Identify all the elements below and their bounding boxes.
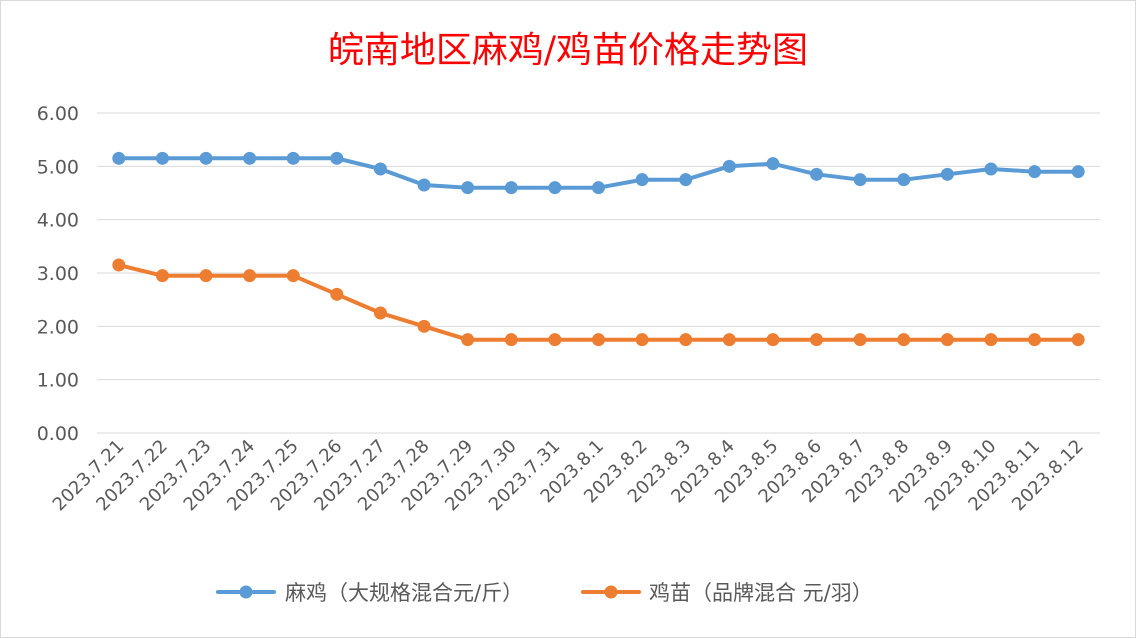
data-point (1028, 165, 1042, 179)
legend-item: 麻鸡（大规格混合元/斤） (216, 581, 523, 605)
y-tick-label: 2.00 (37, 316, 79, 338)
data-point (330, 151, 344, 165)
data-point (940, 167, 954, 181)
data-point (810, 333, 824, 347)
y-tick-label: 4.00 (37, 210, 79, 232)
legend-item: 鸡苗（品牌混合 元/羽） (581, 581, 873, 605)
data-point (286, 151, 300, 165)
data-point (199, 151, 213, 165)
data-point (155, 151, 169, 165)
legend-marker (239, 585, 253, 599)
series-0 (112, 151, 1085, 195)
data-point (679, 333, 693, 347)
data-point (417, 319, 431, 333)
y-tick-label: 3.00 (37, 263, 79, 285)
data-point (504, 333, 518, 347)
data-point (461, 181, 475, 195)
y-tick-label: 6.00 (37, 103, 79, 125)
series-1 (112, 258, 1085, 347)
legend-marker (604, 585, 618, 599)
legend-label: 鸡苗（品牌混合 元/羽） (649, 581, 873, 605)
data-point (1071, 165, 1085, 179)
data-point (635, 173, 649, 187)
data-point (373, 306, 387, 320)
data-point (112, 258, 126, 272)
data-point (112, 151, 126, 165)
legend: 麻鸡（大规格混合元/斤） 鸡苗（品牌混合 元/羽） (216, 581, 873, 605)
data-point (1071, 333, 1085, 347)
data-point (592, 333, 605, 347)
data-point (243, 151, 257, 165)
y-tick-label: 5.00 (37, 156, 79, 178)
data-point (417, 178, 431, 192)
data-point (548, 181, 562, 195)
series-layer (112, 151, 1085, 347)
y-tick-label: 0.00 (37, 423, 79, 445)
data-point (461, 333, 475, 347)
data-point (853, 173, 867, 187)
data-point (766, 157, 780, 171)
y-tick-label: 1.00 (37, 370, 79, 392)
data-point (984, 333, 998, 347)
data-point (592, 181, 605, 195)
data-point (504, 181, 518, 195)
data-point (635, 333, 649, 347)
data-point (155, 269, 169, 283)
data-point (853, 333, 867, 347)
data-point (373, 162, 387, 176)
data-point (722, 333, 736, 347)
data-point (679, 173, 693, 187)
chart-title: 皖南地区麻鸡/鸡苗价格走势图 (328, 30, 808, 71)
data-point (243, 269, 257, 283)
data-point (1028, 333, 1042, 347)
grid-lines (97, 112, 1100, 434)
data-point (722, 159, 736, 173)
data-point (199, 269, 213, 283)
data-point (286, 269, 300, 283)
data-point (940, 333, 954, 347)
data-point (810, 167, 824, 181)
data-point (330, 287, 344, 301)
data-point (766, 333, 780, 347)
y-axis-ticks: 0.00 1.00 2.00 3.00 4.00 5.00 6.00 (37, 103, 79, 445)
data-point (897, 333, 911, 347)
data-point (984, 162, 998, 176)
data-point (897, 173, 911, 187)
legend-label: 麻鸡（大规格混合元/斤） (285, 581, 523, 605)
data-point (548, 333, 562, 347)
